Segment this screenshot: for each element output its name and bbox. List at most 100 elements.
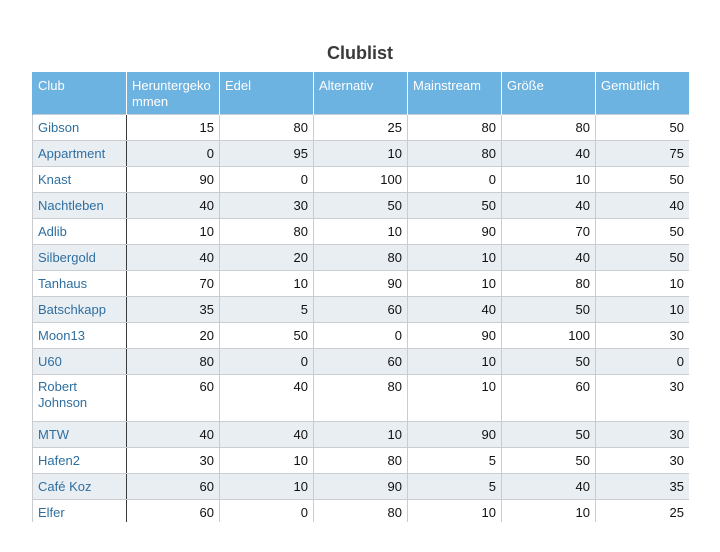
cell-mainstream: 10 — [407, 499, 502, 522]
table-row: Moon13 20 50 0 90 100 30 — [32, 322, 689, 349]
cell-mainstream: 10 — [407, 374, 502, 422]
cell-groesse: 100 — [501, 322, 596, 349]
club-name-cell[interactable]: MTW — [32, 421, 127, 448]
cell-edel: 10 — [219, 270, 314, 297]
club-name-cell[interactable]: Gibson — [32, 114, 127, 141]
cell-mainstream: 90 — [407, 218, 502, 245]
cell-groesse: 10 — [501, 166, 596, 193]
column-header-mainstream[interactable]: Mainstream — [407, 72, 502, 115]
club-table: Club Heruntergekommen Edel Alternativ Ma… — [32, 72, 689, 522]
cell-alternativ: 80 — [313, 374, 408, 422]
cell-alternativ: 10 — [313, 218, 408, 245]
table-row: Café Koz 60 10 90 5 40 35 — [32, 473, 689, 500]
cell-gemuetlich: 30 — [595, 322, 689, 349]
cell-edel: 0 — [219, 166, 314, 193]
club-name-cell[interactable]: Robert Johnson — [32, 374, 127, 422]
table-row: U60 80 0 60 10 50 0 — [32, 348, 689, 375]
cell-heruntergekommen: 35 — [126, 296, 220, 323]
club-name-cell[interactable]: Knast — [32, 166, 127, 193]
cell-mainstream: 80 — [407, 140, 502, 167]
cell-groesse: 50 — [501, 421, 596, 448]
cell-alternativ: 60 — [313, 296, 408, 323]
cell-alternativ: 50 — [313, 192, 408, 219]
cell-heruntergekommen: 0 — [126, 140, 220, 167]
club-name-cell[interactable]: Moon13 — [32, 322, 127, 349]
club-name-cell[interactable]: Nachtleben — [32, 192, 127, 219]
cell-heruntergekommen: 20 — [126, 322, 220, 349]
cell-edel: 20 — [219, 244, 314, 271]
club-name-cell[interactable]: U60 — [32, 348, 127, 375]
table-row: Knast 90 0 100 0 10 50 — [32, 166, 689, 193]
club-name-cell[interactable]: Adlib — [32, 218, 127, 245]
cell-gemuetlich: 10 — [595, 296, 689, 323]
column-header-gemuetlich[interactable]: Gemütlich — [595, 72, 689, 115]
table-row: MTW 40 40 10 90 50 30 — [32, 421, 689, 448]
cell-heruntergekommen: 60 — [126, 374, 220, 422]
column-header-club[interactable]: Club — [32, 72, 127, 115]
club-name-cell[interactable]: Hafen2 — [32, 447, 127, 474]
table-row: Appartment 0 95 10 80 40 75 — [32, 140, 689, 167]
cell-heruntergekommen: 40 — [126, 421, 220, 448]
cell-alternativ: 80 — [313, 499, 408, 522]
cell-mainstream: 0 — [407, 166, 502, 193]
club-name-cell[interactable]: Elfer — [32, 499, 127, 522]
cell-edel: 5 — [219, 296, 314, 323]
cell-alternativ: 80 — [313, 244, 408, 271]
table-row: Hafen2 30 10 80 5 50 30 — [32, 447, 689, 474]
cell-gemuetlich: 50 — [595, 114, 689, 141]
cell-mainstream: 80 — [407, 114, 502, 141]
club-name-cell[interactable]: Silbergold — [32, 244, 127, 271]
cell-heruntergekommen: 10 — [126, 218, 220, 245]
cell-groesse: 40 — [501, 473, 596, 500]
cell-edel: 0 — [219, 499, 314, 522]
club-name-cell[interactable]: Appartment — [32, 140, 127, 167]
cell-gemuetlich: 0 — [595, 348, 689, 375]
table-row: Nachtleben 40 30 50 50 40 40 — [32, 192, 689, 219]
table-header-row: Club Heruntergekommen Edel Alternativ Ma… — [32, 72, 689, 115]
cell-gemuetlich: 10 — [595, 270, 689, 297]
column-header-alternativ[interactable]: Alternativ — [313, 72, 408, 115]
column-header-heruntergekommen[interactable]: Heruntergekommen — [126, 72, 220, 115]
column-header-edel[interactable]: Edel — [219, 72, 314, 115]
cell-gemuetlich: 30 — [595, 421, 689, 448]
club-table-container[interactable]: Club Heruntergekommen Edel Alternativ Ma… — [32, 72, 689, 522]
club-name-cell[interactable]: Tanhaus — [32, 270, 127, 297]
cell-heruntergekommen: 90 — [126, 166, 220, 193]
club-name-cell[interactable]: Batschkapp — [32, 296, 127, 323]
cell-mainstream: 10 — [407, 244, 502, 271]
cell-gemuetlich: 75 — [595, 140, 689, 167]
cell-groesse: 50 — [501, 447, 596, 474]
cell-edel: 80 — [219, 114, 314, 141]
cell-gemuetlich: 30 — [595, 447, 689, 474]
cell-edel: 40 — [219, 374, 314, 422]
table-row: Batschkapp 35 5 60 40 50 10 — [32, 296, 689, 323]
club-name-cell[interactable]: Café Koz — [32, 473, 127, 500]
cell-edel: 80 — [219, 218, 314, 245]
cell-edel: 50 — [219, 322, 314, 349]
cell-heruntergekommen: 60 — [126, 499, 220, 522]
cell-gemuetlich: 35 — [595, 473, 689, 500]
cell-alternativ: 60 — [313, 348, 408, 375]
cell-alternativ: 10 — [313, 140, 408, 167]
table-row: Elfer 60 0 80 10 10 25 — [32, 499, 689, 522]
cell-edel: 10 — [219, 473, 314, 500]
cell-groesse: 40 — [501, 140, 596, 167]
cell-heruntergekommen: 15 — [126, 114, 220, 141]
cell-mainstream: 10 — [407, 348, 502, 375]
page-title: Clublist — [327, 43, 393, 63]
cell-edel: 40 — [219, 421, 314, 448]
table-row: Robert Johnson 60 40 80 10 60 30 — [32, 374, 689, 422]
cell-heruntergekommen: 40 — [126, 192, 220, 219]
column-header-groesse[interactable]: Größe — [501, 72, 596, 115]
cell-gemuetlich: 50 — [595, 166, 689, 193]
cell-groesse: 50 — [501, 296, 596, 323]
cell-gemuetlich: 25 — [595, 499, 689, 522]
table-body: Gibson 15 80 25 80 80 50 Appartment 0 95 10 80 40 75 K… — [32, 114, 689, 522]
cell-edel: 95 — [219, 140, 314, 167]
table-row: Adlib 10 80 10 90 70 50 — [32, 218, 689, 245]
cell-groesse: 70 — [501, 218, 596, 245]
cell-groesse: 50 — [501, 348, 596, 375]
cell-edel: 0 — [219, 348, 314, 375]
cell-mainstream: 40 — [407, 296, 502, 323]
